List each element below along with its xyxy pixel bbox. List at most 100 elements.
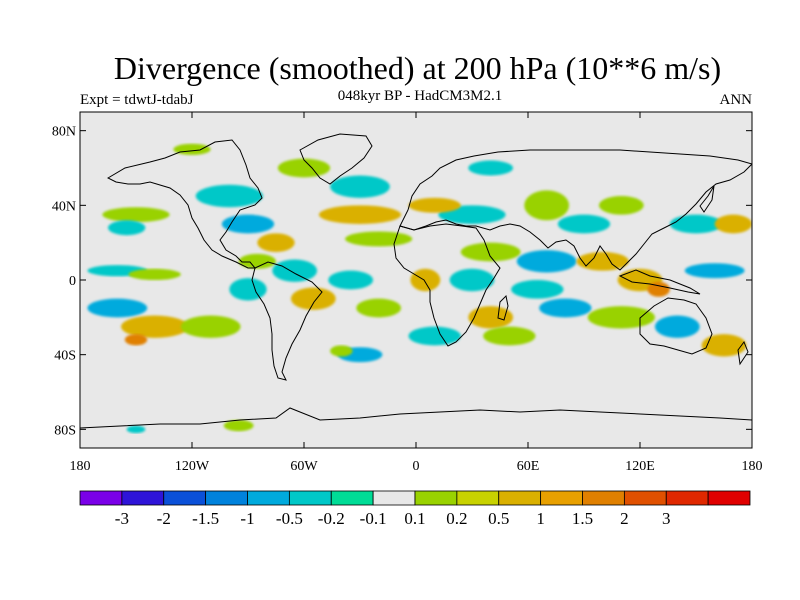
contour-patch-44 bbox=[714, 214, 752, 234]
contour-patch-6 bbox=[272, 259, 318, 282]
coastline-africa bbox=[393, 223, 501, 347]
contour-patch-29 bbox=[483, 326, 536, 346]
contour-patch-35 bbox=[598, 196, 644, 215]
contour-patch-25 bbox=[408, 197, 461, 213]
lon-label-6: 180 bbox=[742, 459, 763, 474]
colorbar-swatch-7 bbox=[372, 490, 416, 506]
contour-patch-5 bbox=[238, 253, 276, 269]
lat-label-0: 80N bbox=[52, 125, 76, 140]
experiment-label: Expt = tdwtJ-tdabJ bbox=[80, 92, 194, 108]
contour-patch-12 bbox=[124, 334, 148, 346]
lon-label-4: 60E bbox=[517, 459, 540, 474]
season-label: ANN bbox=[719, 92, 753, 108]
contour-patch-13 bbox=[180, 315, 241, 338]
coastline-japan bbox=[699, 185, 715, 213]
contour-patch-27 bbox=[449, 268, 495, 292]
coastline-australia bbox=[639, 297, 713, 355]
plot-title: Divergence (smoothed) at 200 hPa (10**6 … bbox=[113, 50, 722, 86]
divergence-contours bbox=[87, 143, 752, 434]
contour-patch-45 bbox=[223, 420, 254, 432]
contour-patch-39 bbox=[587, 306, 655, 329]
contour-patch-38 bbox=[647, 281, 670, 297]
colorbar-label-5: -0.2 bbox=[318, 509, 345, 528]
colorbar-label-2: -1.5 bbox=[192, 509, 219, 528]
coastline-eurasia bbox=[399, 149, 752, 271]
contour-patch-34 bbox=[557, 214, 611, 234]
colorbar-label-4: -0.5 bbox=[276, 509, 303, 528]
contour-patch-9 bbox=[128, 268, 181, 280]
contour-patch-2 bbox=[195, 184, 263, 208]
contour-patch-28 bbox=[468, 306, 514, 329]
lat-label-2: 0 bbox=[69, 274, 76, 289]
contour-patch-16 bbox=[318, 205, 402, 225]
colorbar-label-13: 3 bbox=[662, 509, 671, 528]
contour-patch-40 bbox=[654, 315, 700, 338]
contour-patch-47 bbox=[330, 345, 353, 357]
contour-patch-0 bbox=[102, 207, 170, 223]
contour-patch-15 bbox=[330, 175, 390, 198]
contour-patch-48 bbox=[468, 160, 514, 176]
contour-patch-22 bbox=[408, 326, 461, 346]
lon-label-3: 0 bbox=[413, 459, 420, 474]
colorbar-swatch-15 bbox=[707, 490, 751, 506]
colorbar-swatch-12 bbox=[582, 490, 625, 506]
contour-patch-3 bbox=[221, 214, 275, 234]
colorbar-label-12: 2 bbox=[620, 509, 629, 528]
coastline-antarctica bbox=[80, 407, 752, 429]
contour-patch-24 bbox=[438, 205, 506, 225]
colorbar-swatch-14 bbox=[665, 490, 709, 506]
contour-patch-26 bbox=[460, 242, 521, 262]
contour-patch-32 bbox=[539, 298, 592, 318]
colorbar-label-1: -2 bbox=[157, 509, 171, 528]
lat-label-3: 40S bbox=[54, 349, 76, 364]
contour-patch-31 bbox=[511, 280, 564, 299]
plot-subtitle: 048kyr BP - HadCM3M2.1 bbox=[337, 88, 503, 104]
colorbar-swatch-0 bbox=[79, 490, 123, 506]
contour-patch-11 bbox=[121, 315, 189, 338]
contour-patch-20 bbox=[356, 298, 402, 318]
contour-patch-43 bbox=[669, 214, 723, 234]
lat-label-4: 80S bbox=[54, 423, 76, 438]
colorbar-swatch-10 bbox=[498, 490, 542, 506]
contour-patch-7 bbox=[290, 287, 336, 310]
contour-patch-17 bbox=[345, 231, 413, 247]
lon-label-0: 180 bbox=[70, 459, 91, 474]
contour-patch-1 bbox=[108, 220, 146, 236]
colorbar-swatch-5 bbox=[288, 490, 332, 506]
colorbar-swatch-9 bbox=[456, 490, 500, 506]
contour-patch-10 bbox=[87, 298, 148, 318]
contour-patch-36 bbox=[576, 252, 629, 271]
colorbar-swatch-4 bbox=[247, 490, 290, 506]
contour-patch-42 bbox=[701, 334, 747, 357]
contour-patch-33 bbox=[524, 190, 570, 221]
contour-patch-14 bbox=[229, 278, 267, 301]
colorbar-swatch-13 bbox=[623, 490, 667, 506]
colorbar-swatch-11 bbox=[540, 490, 583, 506]
colorbar-swatch-2 bbox=[163, 490, 207, 506]
colorbar-swatch-3 bbox=[205, 490, 248, 506]
contour-patch-49 bbox=[173, 143, 211, 155]
colorbar: -3 -2 -1.5 -1 -0.5 -0.2 -0.1 0.1 0.2 0.5 1 1.5 2 3 bbox=[79, 490, 751, 528]
colorbar-swatch-8 bbox=[414, 490, 458, 506]
colorbar-label-8: 0.2 bbox=[446, 509, 467, 528]
latitude-axis: 80N 40N 0 40S 80S bbox=[52, 125, 752, 438]
contour-patch-41 bbox=[684, 263, 745, 279]
contour-patch-18 bbox=[277, 158, 331, 178]
coastline-greenland bbox=[299, 133, 373, 185]
lon-label-5: 120E bbox=[625, 459, 655, 474]
lat-label-1: 40N bbox=[52, 199, 76, 214]
contour-patch-19 bbox=[328, 270, 374, 290]
colorbar-label-10: 1 bbox=[536, 509, 545, 528]
colorbar-swatch-1 bbox=[121, 490, 165, 506]
colorbar-label-9: 0.5 bbox=[488, 509, 509, 528]
coastline-south-america bbox=[251, 261, 323, 381]
longitude-axis: 180 120W 60W 0 60E 120E 180 bbox=[70, 112, 763, 474]
lon-label-2: 60W bbox=[290, 459, 318, 474]
coastlines bbox=[80, 133, 752, 429]
colorbar-label-7: 0.1 bbox=[404, 509, 425, 528]
contour-patch-30 bbox=[516, 250, 577, 273]
contour-patch-4 bbox=[257, 233, 295, 253]
colorbar-label-0: -3 bbox=[115, 509, 129, 528]
coastline-north-america bbox=[106, 139, 263, 269]
